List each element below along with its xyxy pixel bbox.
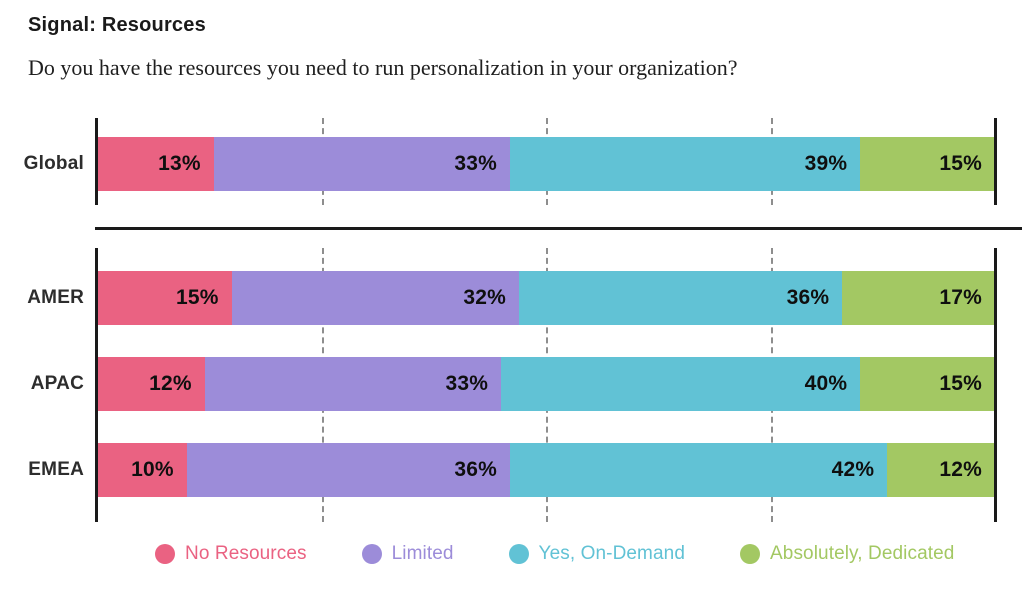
bar-segment: 36% xyxy=(519,271,843,325)
segment-value: 36% xyxy=(454,458,498,481)
segment-value: 33% xyxy=(445,372,489,395)
bar-row-emea: EMEA 10% 36% 42% 12% xyxy=(28,443,995,497)
bar-segment: 36% xyxy=(186,443,511,497)
bar-segment: 33% xyxy=(213,137,511,191)
legend-dot-icon xyxy=(361,544,382,564)
legend-dot-icon xyxy=(508,544,529,564)
axis-left xyxy=(95,248,98,522)
segment-value: 13% xyxy=(158,152,201,175)
bar-segment: 12% xyxy=(887,443,995,497)
legend-dot-icon xyxy=(740,544,760,564)
chart-title: Signal: Resources xyxy=(28,14,206,36)
legend-item-2: Yes, On-Demand xyxy=(508,543,685,565)
segment-value: 12% xyxy=(149,372,192,395)
segment-value: 39% xyxy=(804,152,848,175)
bar-segment: 40% xyxy=(501,357,861,411)
legend-label: Yes, On-Demand xyxy=(538,543,685,564)
legend-item-3: Absolutely, Dedicated xyxy=(740,543,954,565)
segment-value: 36% xyxy=(786,286,830,309)
segment-value: 15% xyxy=(176,286,219,309)
global-chart-section: Global 13% 33% 39% 15% xyxy=(24,118,997,205)
bar-segment: 33% xyxy=(204,357,502,411)
category-label: APAC xyxy=(30,373,84,394)
region-rows: AMER 15% 32% 36% 17% APAC 12% 33% 40% 15% EMEA 10% 3… xyxy=(27,271,995,497)
segment-value: 32% xyxy=(463,286,507,309)
bar-segment: 10% xyxy=(97,443,187,497)
category-label: Global xyxy=(23,153,84,174)
category-label: AMER xyxy=(27,287,84,308)
bar-segment: 12% xyxy=(97,357,205,411)
bar-segment: 17% xyxy=(842,271,995,325)
axis-left xyxy=(95,118,98,205)
legend-label: Limited xyxy=(391,543,454,564)
bar-segment: 15% xyxy=(860,357,995,411)
segment-value: 15% xyxy=(939,372,982,395)
segment-value: 15% xyxy=(939,152,982,175)
segment-value: 40% xyxy=(804,372,848,395)
bar-segment: 13% xyxy=(97,137,214,191)
bar-row-amer: AMER 15% 32% 36% 17% xyxy=(27,271,995,325)
bar-row-global: Global 13% 33% 39% 15% xyxy=(24,137,995,191)
bar-segment: 39% xyxy=(510,137,861,191)
segment-value: 33% xyxy=(454,152,498,175)
segment-value: 42% xyxy=(831,458,875,481)
segment-value: 12% xyxy=(939,458,982,481)
global-rows: Global 13% 33% 39% 15% xyxy=(24,137,995,191)
category-label: EMEA xyxy=(28,459,84,480)
bar-segment: 15% xyxy=(860,137,995,191)
legend-item-1: Limited xyxy=(361,543,454,565)
chart-header: Signal: Resources Do you have the resour… xyxy=(0,14,1024,81)
bar-segment: 42% xyxy=(510,443,888,497)
legend-dot-icon xyxy=(155,544,175,564)
segment-value: 17% xyxy=(939,286,982,309)
bar-segment: 15% xyxy=(97,271,232,325)
segment-value: 10% xyxy=(131,458,174,481)
legend-item-0: No Resources xyxy=(155,543,307,565)
bar-segment: 32% xyxy=(231,271,520,325)
regions-chart-section: AMER 15% 32% 36% 17% APAC 12% 33% 40% 15% EMEA 10% 3… xyxy=(27,248,997,522)
axis-right xyxy=(994,118,997,205)
bar-row-apac: APAC 12% 33% 40% 15% xyxy=(31,357,995,411)
legend: No Resources Limited Yes, On-Demand Absolut… xyxy=(155,543,1024,565)
legend-label: Absolutely, Dedicated xyxy=(770,543,955,564)
axis-right xyxy=(994,248,997,522)
chart-subtitle: Do you have the resources you need to ru… xyxy=(28,55,738,80)
legend-label: No Resources xyxy=(185,543,307,564)
section-divider xyxy=(95,227,1022,230)
